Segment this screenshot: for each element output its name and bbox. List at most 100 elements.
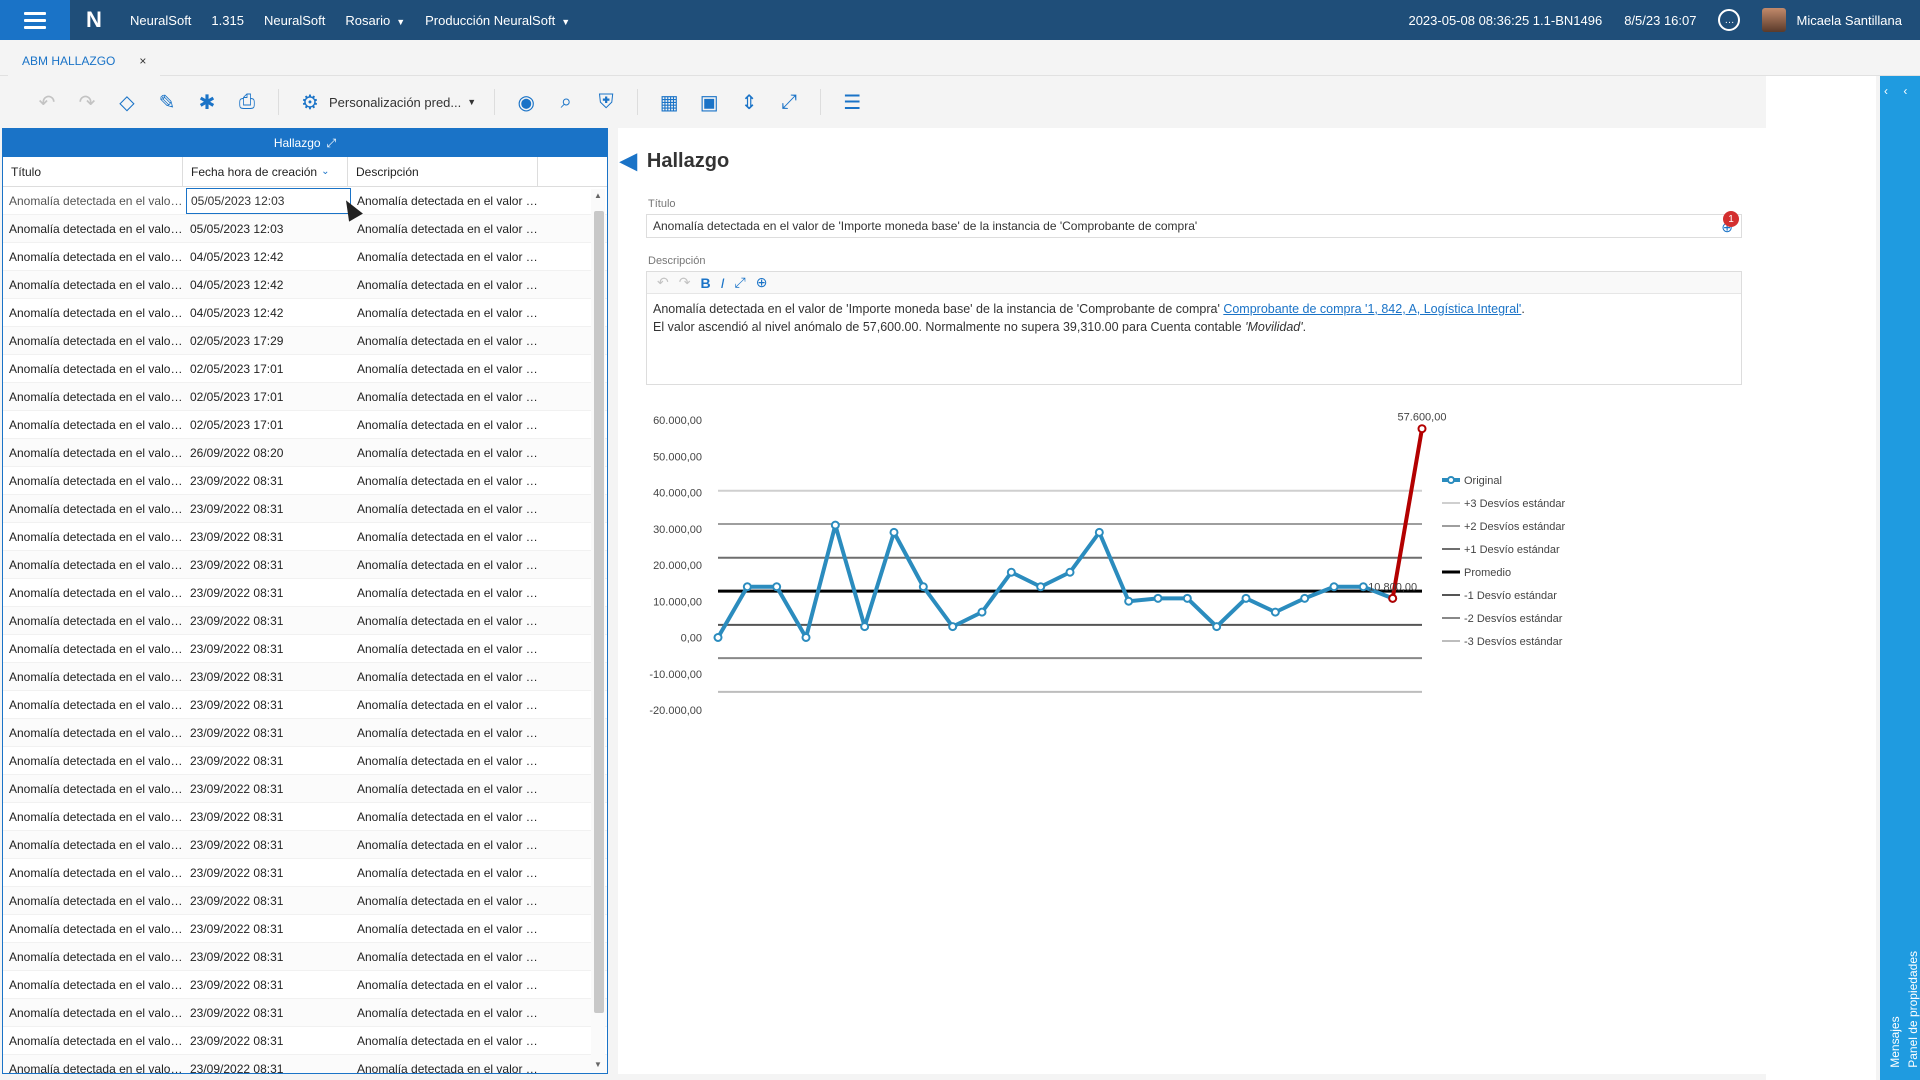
table-cell-desc[interactable]: Anomalía detectada en el valor de ': [357, 529, 541, 544]
edit-icon[interactable]: ✎: [158, 91, 176, 114]
expand-icon[interactable]: ⤢: [734, 274, 746, 290]
table-row[interactable]: Anomalía detectada en el valor ... 23/09/…: [3, 579, 607, 607]
undo-icon[interactable]: ↶: [657, 274, 669, 290]
tab-abm-hallazgo[interactable]: ABM HALLAZGO ×: [8, 46, 161, 76]
table-cell-titulo[interactable]: Anomalía detectada en el valor ...: [9, 837, 186, 852]
table-cell-titulo[interactable]: Anomalía detectada en el valor ...: [9, 389, 186, 404]
table-row[interactable]: Anomalía detectada en el valor ... 23/09/…: [3, 467, 607, 495]
column-header-titulo[interactable]: Título: [3, 157, 183, 186]
view-icon[interactable]: ◉: [517, 91, 535, 114]
table-cell-desc[interactable]: Anomalía detectada en el valor de ': [357, 277, 541, 292]
table-cell-desc[interactable]: Anomalía detectada en el valor de ': [357, 921, 541, 936]
comprobante-link[interactable]: Comprobante de compra '1, 842, A, Logíst…: [1223, 302, 1522, 316]
table-cell-titulo[interactable]: Anomalía detectada en el valor ...: [9, 305, 186, 320]
table-cell-desc[interactable]: Anomalía detectada en el valor de ': [357, 389, 541, 404]
table-cell-titulo[interactable]: Anomalía detectada en el valor ...: [9, 641, 186, 656]
split-icon[interactable]: ⇕: [740, 91, 758, 114]
table-cell-fecha[interactable]: 02/05/2023 17:29: [190, 333, 284, 348]
search-document-icon[interactable]: ⌕: [560, 90, 572, 113]
table-row[interactable]: Anomalía detectada en el valor ... 23/09/…: [3, 1055, 607, 1073]
table-cell-fecha[interactable]: 23/09/2022 08:31: [190, 501, 284, 516]
table-cell-desc[interactable]: Anomalía detectada en el valor de ': [357, 725, 541, 740]
table-cell-titulo[interactable]: Anomalía detectada en el valor ...: [9, 249, 186, 264]
table-cell-titulo[interactable]: Anomalía detectada en el valor ...: [9, 417, 186, 432]
table-cell-desc[interactable]: Anomalía detectada en el valor de ': [357, 501, 541, 516]
table-cell-desc[interactable]: Anomalía detectada en el valor de ': [357, 1061, 541, 1074]
table-cell-fecha[interactable]: 05/05/2023 12:03: [190, 221, 284, 236]
table-row[interactable]: Anomalía detectada en el valor ... 02/05/…: [3, 355, 607, 383]
table-cell-desc[interactable]: Anomalía detectada en el valor de ': [357, 417, 541, 432]
location-selector[interactable]: Rosario ▼: [345, 13, 405, 28]
table-cell-desc[interactable]: Anomalía detectada en el valor de ': [357, 221, 541, 236]
table-cell-titulo[interactable]: Anomalía detectada en el valor ...: [9, 613, 186, 628]
back-arrow-icon[interactable]: ◀: [620, 148, 637, 173]
table-cell-titulo[interactable]: Anomalía detectada en el valor ...: [9, 501, 186, 516]
table-cell-titulo[interactable]: Anomalía detectada en el valor ...: [9, 1033, 186, 1048]
table-cell-titulo[interactable]: Anomalía detectada en el valor ...: [9, 949, 186, 964]
close-icon[interactable]: ×: [139, 54, 147, 68]
table-row[interactable]: Anomalía detectada en el valor ... 02/05/…: [3, 411, 607, 439]
table-cell-desc[interactable]: Anomalía detectada en el valor de ': [357, 585, 541, 600]
table-row[interactable]: Anomalía detectada en el valor ... 23/09/…: [3, 999, 607, 1027]
shield-icon[interactable]: ⛨: [598, 90, 614, 113]
mensajes-tab[interactable]: Mensajes: [1888, 1016, 1902, 1068]
column-header-descripcion[interactable]: Descripción: [348, 157, 538, 186]
redo-icon[interactable]: ↷: [78, 91, 96, 114]
table-cell-fecha[interactable]: 23/09/2022 08:31: [190, 837, 284, 852]
table-cell-titulo[interactable]: Anomalía detectada en el valor ...: [9, 361, 186, 376]
table-cell-titulo[interactable]: Anomalía detectada en el valor ...: [9, 865, 186, 880]
table-cell-desc[interactable]: Anomalía detectada en el valor de ': [357, 193, 541, 208]
table-cell-fecha[interactable]: 05/05/2023 12:03: [186, 187, 351, 214]
table-cell-fecha[interactable]: 23/09/2022 08:31: [190, 1061, 284, 1074]
table-cell-titulo[interactable]: Anomalía detectada en el valor ...: [9, 1061, 186, 1074]
globe-icon[interactable]: ⊕: [755, 274, 768, 290]
table-cell-fecha[interactable]: 26/09/2022 08:20: [190, 445, 284, 460]
table-cell-fecha[interactable]: 02/05/2023 17:01: [190, 361, 284, 376]
table-cell-fecha[interactable]: 23/09/2022 08:31: [190, 529, 284, 544]
descripcion-editor[interactable]: ↶ ↷ B I ⤢ ⊕ Anomalía detectada en el val…: [646, 271, 1742, 385]
expand-icon[interactable]: ⤢: [781, 90, 798, 113]
table-cell-fecha[interactable]: 23/09/2022 08:31: [190, 473, 284, 488]
table-cell-fecha[interactable]: 02/05/2023 17:01: [190, 389, 284, 404]
propiedades-tab[interactable]: Panel de propiedades: [1906, 951, 1920, 1068]
table-row[interactable]: Anomalía detectada en el valor ... 02/05/…: [3, 327, 607, 355]
table-row[interactable]: Anomalía detectada en el valor ... 23/09/…: [3, 887, 607, 915]
table-row[interactable]: Anomalía detectada en el valor ... 23/09/…: [3, 1027, 607, 1055]
table-cell-fecha[interactable]: 23/09/2022 08:31: [190, 781, 284, 796]
table-cell-fecha[interactable]: 23/09/2022 08:31: [190, 949, 284, 964]
table-cell-fecha[interactable]: 04/05/2023 12:42: [190, 305, 284, 320]
table-row[interactable]: Anomalía detectada en el valor ... 04/05/…: [3, 271, 607, 299]
table-cell-titulo[interactable]: Anomalía detectada en el valor ...: [9, 557, 186, 572]
table-cell-titulo[interactable]: Anomalía detectada en el valor ...: [9, 725, 186, 740]
table-cell-desc[interactable]: Anomalía detectada en el valor de ': [357, 333, 541, 348]
table-cell-desc[interactable]: Anomalía detectada en el valor de ': [357, 893, 541, 908]
table-cell-titulo[interactable]: Anomalía detectada en el valor ...: [9, 809, 186, 824]
table-cell-fecha[interactable]: 23/09/2022 08:31: [190, 585, 284, 600]
table-row[interactable]: Anomalía detectada en el valor ... 23/09/…: [3, 859, 607, 887]
bold-icon[interactable]: B: [700, 274, 711, 291]
table-cell-desc[interactable]: Anomalía detectada en el valor de ': [357, 809, 541, 824]
table-cell-fecha[interactable]: 23/09/2022 08:31: [190, 641, 284, 656]
table-cell-desc[interactable]: Anomalía detectada en el valor de ': [357, 781, 541, 796]
table-row[interactable]: Anomalía detectada en el valor ... 26/09/…: [3, 439, 607, 467]
table-cell-titulo[interactable]: Anomalía detectada en el valor ...: [9, 781, 186, 796]
table-cell-titulo[interactable]: Anomalía detectada en el valor ...: [9, 221, 186, 236]
table-cell-desc[interactable]: Anomalía detectada en el valor de ': [357, 865, 541, 880]
table-cell-titulo[interactable]: Anomalía detectada en el valor ...: [9, 669, 186, 684]
table-row[interactable]: Anomalía detectada en el valor ... 02/05/…: [3, 383, 607, 411]
table-cell-fecha[interactable]: 23/09/2022 08:31: [190, 893, 284, 908]
table-cell-fecha[interactable]: 23/09/2022 08:31: [190, 557, 284, 572]
user-menu[interactable]: Micaela Santillana: [1762, 8, 1902, 32]
table-row[interactable]: Anomalía detectada en el valor ... 23/09/…: [3, 915, 607, 943]
table-cell-desc[interactable]: Anomalía detectada en el valor de ': [357, 249, 541, 264]
table-cell-titulo[interactable]: Anomalía detectada en el valor ...: [9, 529, 186, 544]
table-cell-fecha[interactable]: 04/05/2023 12:42: [190, 249, 284, 264]
table-cell-fecha[interactable]: 23/09/2022 08:31: [190, 725, 284, 740]
table-row[interactable]: Anomalía detectada en el valor ... 23/09/…: [3, 607, 607, 635]
table-cell-fecha[interactable]: 23/09/2022 08:31: [190, 921, 284, 936]
table-cell-fecha[interactable]: 23/09/2022 08:31: [190, 1005, 284, 1020]
table-cell-titulo[interactable]: Anomalía detectada en el valor ...: [9, 585, 186, 600]
table-cell-desc[interactable]: Anomalía detectada en el valor de ': [357, 641, 541, 656]
chat-icon[interactable]: …: [1718, 9, 1741, 31]
table-cell-desc[interactable]: Anomalía detectada en el valor de ': [357, 305, 541, 320]
